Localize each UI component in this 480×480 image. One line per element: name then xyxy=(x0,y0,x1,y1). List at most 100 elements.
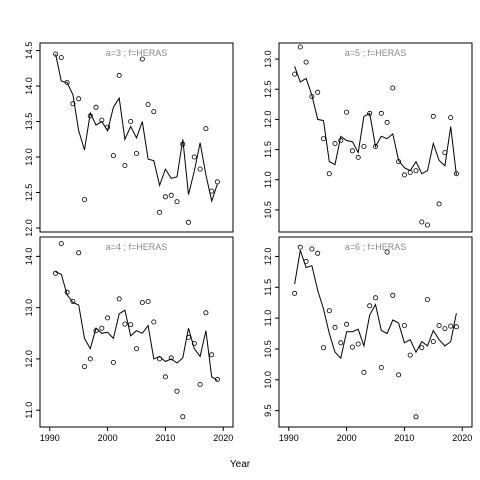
panel-4-xtick-label: 2020 xyxy=(452,433,472,443)
panel-4-point xyxy=(320,345,326,351)
panel-3-xtick-label: 2000 xyxy=(98,433,118,443)
panel-2-point xyxy=(326,171,332,177)
panel-2-point xyxy=(390,85,396,91)
panel-3-point xyxy=(157,356,163,362)
panel-4-point xyxy=(384,249,390,255)
panel-1-point xyxy=(70,101,76,107)
panel-2-point xyxy=(292,71,298,77)
panel-2-ytick-label: 12.0 xyxy=(263,111,273,129)
panel-2-point xyxy=(297,44,303,50)
panel-3-point xyxy=(209,352,215,358)
panel-4-title: a=6 ; f=HERAS xyxy=(345,242,407,252)
panel-1-point xyxy=(64,80,70,86)
panel-2-ytick-label: 10.5 xyxy=(263,201,273,219)
panel-4-point xyxy=(390,292,396,298)
panel-3-point xyxy=(151,319,157,325)
panel-1-point xyxy=(180,141,186,147)
panel-2-frame xyxy=(278,42,473,233)
panel-3-ytick-label: 13.0 xyxy=(24,299,34,317)
panel-2-point xyxy=(349,148,355,154)
panel-2-point xyxy=(442,150,448,156)
panel-3-point xyxy=(99,325,105,331)
panel-3-title: a=4 ; f=HERAS xyxy=(106,242,168,252)
panel-3-point xyxy=(168,355,174,361)
panel-2-title: a=5 ; f=HERAS xyxy=(345,48,407,58)
panel-4-ytick-label: 11.5 xyxy=(263,279,273,296)
panel-4-point xyxy=(401,322,407,328)
panel-1-point xyxy=(145,102,151,108)
panel-4-point xyxy=(419,345,425,351)
panel-4-point xyxy=(361,369,367,375)
panel-1-ytick-label: 12.0 xyxy=(24,219,34,237)
panel-4-point xyxy=(430,339,436,345)
panel-1-point xyxy=(53,51,59,57)
panel-4-xtick-label: 2010 xyxy=(394,433,414,443)
panel-4-point xyxy=(424,297,430,303)
panel-3-ytick-label: 12.0 xyxy=(24,350,34,368)
panel-2-point xyxy=(384,119,390,125)
panel-1-point xyxy=(110,153,116,159)
panel-3-point xyxy=(180,414,186,420)
panel-1-point xyxy=(174,199,180,205)
panel-3-point xyxy=(197,381,203,387)
panel-2-point xyxy=(303,59,309,65)
panel-2-point xyxy=(453,171,459,177)
panel-1-point xyxy=(133,150,139,156)
panel-3-point xyxy=(139,299,145,305)
panel-3-point xyxy=(128,322,134,328)
panel-1-point xyxy=(139,56,145,62)
panel-2-point xyxy=(315,89,321,95)
panel-4-point xyxy=(413,414,419,420)
panel-4-point xyxy=(292,290,298,296)
panel-2-point xyxy=(344,109,350,115)
panel-3-point xyxy=(87,356,93,362)
panel-1-ytick-label: 12.5 xyxy=(24,184,34,202)
panel-1-point xyxy=(93,104,99,110)
panel-2-ytick-label: 11.0 xyxy=(263,171,273,188)
panel-4-point xyxy=(326,308,332,314)
panel-3-point xyxy=(116,296,122,302)
panel-2-point xyxy=(413,168,419,174)
panel-4-ytick-label: 12.0 xyxy=(263,248,273,266)
panel-2-ytick-label: 11.5 xyxy=(263,141,273,158)
panel-3-point xyxy=(133,346,139,352)
panel-4-ytick-label: 10.0 xyxy=(263,371,273,389)
panel-3-frame xyxy=(39,236,234,428)
panel-4-point xyxy=(448,323,454,329)
panel-2-point xyxy=(436,201,442,207)
panel-3-fit-line xyxy=(55,271,218,381)
panel-4-point xyxy=(315,250,321,256)
panel-3-point xyxy=(105,315,111,321)
panel-1-point xyxy=(191,154,197,160)
panel-2-point xyxy=(378,110,384,116)
panel-3-point xyxy=(122,321,128,327)
panel-2-point xyxy=(401,172,407,178)
panel-4-xtick-label: 2000 xyxy=(337,433,357,443)
panel-4-point xyxy=(378,364,384,370)
panel-2-ytick-label: 12.5 xyxy=(263,80,273,98)
panel-4-ytick-label: 9.5 xyxy=(263,404,273,417)
panel-2-point xyxy=(338,137,344,143)
panel-3-point xyxy=(53,270,59,276)
panel-1-point xyxy=(128,119,134,125)
panel-2-point xyxy=(424,222,430,228)
panel-1-fit-line xyxy=(55,53,218,203)
panel-3-xtick-label: 2010 xyxy=(155,433,175,443)
panel-4-point xyxy=(338,340,344,346)
panel-1-point xyxy=(122,162,128,168)
panel-3-point xyxy=(162,374,168,380)
panel-2-point xyxy=(355,154,361,160)
panel-3-point xyxy=(185,334,191,340)
panel-1-point xyxy=(209,188,215,194)
panel-3-point xyxy=(64,289,70,295)
panel-2-point xyxy=(332,140,338,146)
panel-1-point xyxy=(58,55,64,61)
panel-1-point xyxy=(105,124,111,130)
panel-2-point xyxy=(372,143,378,149)
panel-1-ytick-label: 14.0 xyxy=(24,77,34,95)
panel-4-point xyxy=(453,324,459,330)
panel-1-point xyxy=(168,192,174,198)
panel-1-point xyxy=(151,109,157,115)
panel-4-point xyxy=(436,322,442,328)
